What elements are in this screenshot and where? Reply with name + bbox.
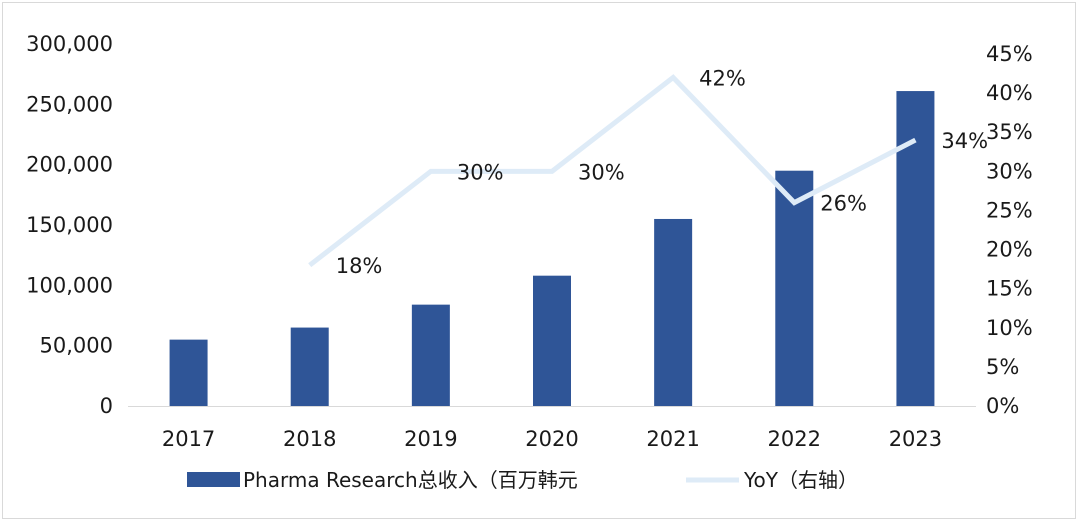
legend-line-label: YoY（右轴）: [743, 468, 858, 492]
yoy-data-label: 26%: [820, 192, 867, 216]
y-right-tick-label: 5%: [986, 355, 1019, 379]
y-right-tick-label: 45%: [986, 42, 1033, 66]
revenue-bar: [533, 276, 571, 406]
revenue-bar: [896, 91, 934, 406]
x-tick-label: 2020: [525, 427, 578, 451]
yoy-data-label: 30%: [457, 160, 504, 184]
revenue-bar: [654, 219, 692, 406]
yoy-data-label: 30%: [578, 160, 625, 184]
y-left-tick-label: 100,000: [26, 273, 113, 297]
y-left-tick-label: 0: [100, 394, 113, 418]
y-left-tick-label: 300,000: [26, 32, 113, 56]
revenue-bar: [775, 171, 813, 406]
y-right-tick-label: 40%: [986, 81, 1033, 105]
yoy-data-label: 42%: [699, 66, 746, 90]
revenue-yoy-chart: 2017 2018 2019 2020 2021 2022 2023 0 50,000 100,0…: [3, 3, 1077, 520]
yoy-data-label: 34%: [941, 129, 988, 153]
x-tick-label: 2017: [162, 427, 215, 451]
y-right-tick-label: 30%: [986, 159, 1033, 183]
x-tick-label: 2022: [768, 427, 821, 451]
y-left-tick-label: 150,000: [26, 213, 113, 237]
legend-bar-swatch: [187, 472, 240, 487]
revenue-bar: [170, 340, 208, 406]
y-right-tick-label: 10%: [986, 316, 1033, 340]
y-right-tick-label: 20%: [986, 238, 1033, 262]
y-left-tick-label: 250,000: [26, 92, 113, 116]
y-right-tick-label: 35%: [986, 120, 1033, 144]
chart-frame: 2017 2018 2019 2020 2021 2022 2023 0 50,000 100,0…: [2, 2, 1076, 519]
y-right-tick-label: 25%: [986, 198, 1033, 222]
legend-bar-label: Pharma Research总收入（百万韩元: [243, 468, 578, 492]
y-right-tick-label: 0%: [986, 394, 1019, 418]
x-tick-label: 2019: [404, 427, 457, 451]
y-left-tick-label: 200,000: [26, 153, 113, 177]
yoy-data-label: 18%: [336, 254, 383, 278]
x-tick-label: 2021: [646, 427, 699, 451]
revenue-bar: [291, 328, 329, 406]
y-right-tick-label: 15%: [986, 277, 1033, 301]
revenue-bar: [412, 305, 450, 406]
x-tick-label: 2018: [283, 427, 336, 451]
x-tick-label: 2023: [889, 427, 942, 451]
y-left-tick-label: 50,000: [40, 334, 113, 358]
